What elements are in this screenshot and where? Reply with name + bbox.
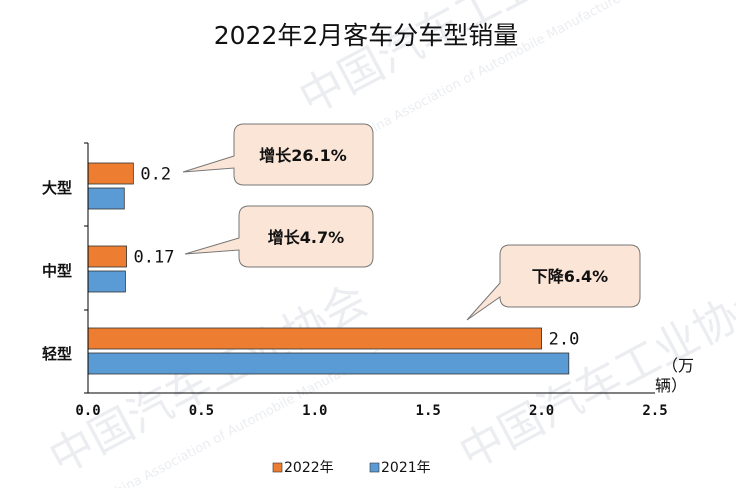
callout-large: 增长26.1% (182, 123, 374, 186)
unit-label-line2: 辆） (655, 376, 687, 395)
callout-light: 下降6.4% (466, 244, 641, 321)
bar-2021-medium (87, 270, 126, 293)
bar-2021-light (87, 352, 570, 375)
x-tick-label: 2.0 (529, 403, 554, 419)
legend-swatch-2022 (272, 462, 283, 473)
x-tick-label: 0.0 (75, 403, 100, 419)
callout-bubble (466, 244, 641, 321)
callout-text: 增长26.1% (259, 146, 347, 165)
value-label-light: 2.0 (549, 330, 580, 350)
bar-2022-medium (87, 245, 127, 268)
y-axis-ticks (84, 142, 88, 394)
value-label-large: 0.2 (140, 165, 171, 185)
value-label-medium: 0.17 (134, 248, 175, 268)
watermark: 中国汽车工业协会 China Association of Automobile… (41, 0, 736, 488)
callout-medium: 增长4.7% (184, 205, 374, 268)
x-tick-label: 2.5 (642, 403, 667, 419)
legend-label-2021: 2021年 (381, 460, 431, 476)
category-label-light: 轻型 (42, 345, 72, 363)
bars (87, 162, 570, 375)
x-tick-label: 1.0 (302, 403, 327, 419)
category-label-medium: 中型 (42, 262, 72, 280)
bar-2021-large (87, 187, 125, 210)
x-tick-label: 0.5 (189, 403, 214, 419)
legend-label-2022: 2022年 (284, 460, 334, 476)
chart-title: 2022年2月客车分车型销量 (214, 21, 519, 50)
x-tick-label: 1.5 (416, 403, 441, 419)
legend: 2022年 2021年 (272, 460, 431, 476)
callout-text: 增长4.7% (268, 228, 344, 247)
category-labels: 大型 中型 轻型 (42, 179, 72, 363)
bar-2022-large (87, 162, 134, 185)
callout-bubble (184, 205, 374, 268)
callout-text: 下降6.4% (532, 267, 608, 286)
value-labels: 0.2 0.17 2.0 (134, 165, 580, 350)
x-tick-labels: 0.0 0.5 1.0 1.5 2.0 2.5 (75, 403, 667, 419)
legend-swatch-2021 (369, 462, 380, 473)
unit-label-line1: （万 (662, 356, 694, 375)
callout-bubble (182, 123, 374, 186)
category-label-large: 大型 (42, 179, 72, 197)
bar-2022-light (87, 327, 543, 350)
